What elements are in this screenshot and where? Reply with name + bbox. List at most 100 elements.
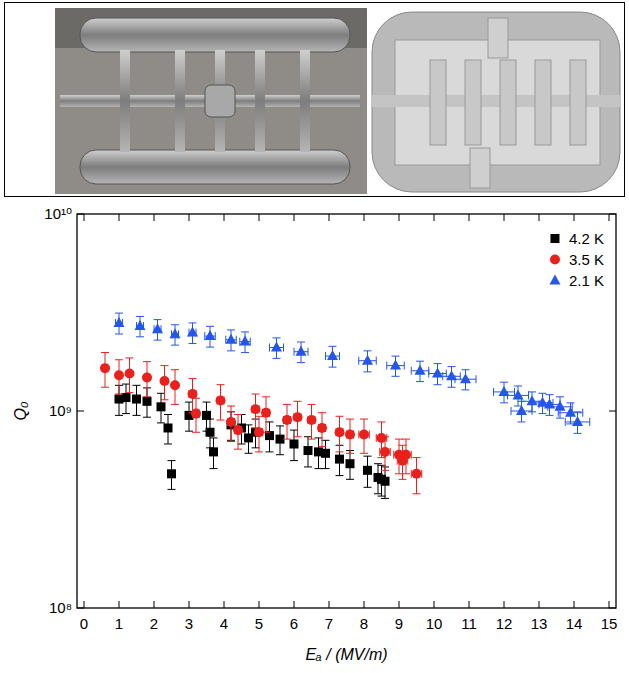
y-error-bar bbox=[381, 467, 389, 498]
point bbox=[202, 411, 211, 420]
cad-part bbox=[570, 60, 586, 145]
error-cap bbox=[493, 388, 494, 396]
error-cap bbox=[294, 436, 302, 437]
error-cap bbox=[448, 366, 456, 367]
point bbox=[290, 439, 299, 448]
error-cap bbox=[336, 475, 344, 476]
x-error-bar bbox=[347, 460, 354, 468]
error-cap bbox=[217, 420, 225, 421]
point bbox=[362, 355, 373, 365]
x-tick bbox=[539, 214, 540, 221]
point bbox=[216, 396, 226, 406]
error-cap bbox=[346, 453, 354, 454]
error-cap bbox=[582, 409, 583, 417]
y-error-bar bbox=[234, 414, 242, 449]
error-cap bbox=[161, 399, 169, 400]
cad-drawing bbox=[372, 12, 620, 192]
x-tick bbox=[574, 601, 575, 608]
point bbox=[363, 466, 372, 475]
error-cap bbox=[462, 369, 470, 370]
x-error-bar bbox=[336, 455, 343, 463]
x-error-bar bbox=[305, 447, 312, 455]
error-cap bbox=[528, 391, 536, 392]
error-cap bbox=[164, 443, 172, 444]
legend-label: 4.2 K bbox=[569, 230, 604, 247]
error-cap bbox=[442, 372, 443, 380]
error-cap bbox=[392, 376, 400, 377]
y-error-bar bbox=[168, 461, 176, 490]
error-cap bbox=[558, 409, 559, 417]
point bbox=[226, 417, 236, 427]
x-tick bbox=[329, 214, 330, 221]
point bbox=[191, 409, 201, 419]
point bbox=[157, 402, 166, 411]
error-cap bbox=[126, 357, 134, 358]
error-cap bbox=[161, 365, 169, 366]
error-cap bbox=[521, 397, 522, 405]
point bbox=[209, 447, 218, 456]
y-error-bar bbox=[206, 419, 214, 448]
error-cap bbox=[189, 378, 197, 379]
cad-part bbox=[470, 148, 490, 188]
y-error-bar bbox=[262, 397, 270, 432]
error-cap bbox=[346, 419, 354, 420]
error-cap bbox=[476, 375, 477, 383]
y-error-bar bbox=[164, 414, 172, 444]
point bbox=[143, 397, 152, 406]
error-cap bbox=[416, 361, 424, 362]
point bbox=[412, 469, 422, 479]
error-cap bbox=[308, 439, 316, 440]
error-cap bbox=[413, 493, 421, 494]
y-error-bar bbox=[122, 384, 130, 414]
point bbox=[114, 370, 124, 380]
error-cap bbox=[360, 453, 368, 454]
error-cap bbox=[556, 396, 564, 397]
error-cap bbox=[556, 418, 564, 419]
error-cap bbox=[507, 391, 508, 399]
error-cap bbox=[227, 329, 235, 330]
point bbox=[170, 380, 180, 390]
cad-part bbox=[500, 60, 516, 145]
error-cap bbox=[136, 336, 144, 337]
point bbox=[251, 404, 261, 414]
error-cap bbox=[227, 406, 235, 407]
photo-part bbox=[300, 50, 310, 152]
error-cap bbox=[567, 402, 575, 403]
error-cap bbox=[329, 367, 337, 368]
point bbox=[142, 372, 152, 382]
error-cap bbox=[234, 449, 242, 450]
error-cap bbox=[402, 473, 410, 474]
error-cap bbox=[171, 404, 179, 405]
y-error-bar bbox=[227, 406, 235, 442]
error-cap bbox=[266, 421, 274, 422]
point bbox=[114, 317, 125, 327]
error-cap bbox=[395, 473, 403, 474]
error-cap bbox=[297, 342, 305, 343]
axes: 012345678910111213141510⁸10⁹10¹⁰ bbox=[44, 205, 617, 632]
error-cap bbox=[273, 337, 281, 338]
x-tick bbox=[539, 601, 540, 608]
photo-part bbox=[80, 18, 350, 52]
point bbox=[415, 365, 426, 375]
error-cap bbox=[539, 413, 547, 414]
error-cap bbox=[547, 403, 548, 411]
error-cap bbox=[532, 399, 533, 407]
error-cap bbox=[528, 411, 536, 412]
x-tick bbox=[469, 601, 470, 608]
y-error-bar bbox=[283, 404, 291, 439]
x-tick-label: 11 bbox=[461, 615, 477, 632]
point bbox=[271, 342, 282, 352]
error-cap bbox=[364, 456, 372, 457]
y-error-bar bbox=[318, 413, 326, 447]
error-cap bbox=[266, 451, 274, 452]
y-error-bar bbox=[346, 451, 354, 480]
x-tick-label: 5 bbox=[255, 615, 263, 632]
error-cap bbox=[192, 432, 200, 433]
error-cap bbox=[115, 359, 123, 360]
y-error-bar bbox=[143, 362, 151, 397]
x-tick bbox=[294, 214, 295, 221]
x-tick-label: 3 bbox=[185, 615, 193, 632]
error-cap bbox=[336, 451, 344, 452]
error-cap bbox=[428, 370, 429, 378]
y-error-bar bbox=[217, 385, 225, 420]
